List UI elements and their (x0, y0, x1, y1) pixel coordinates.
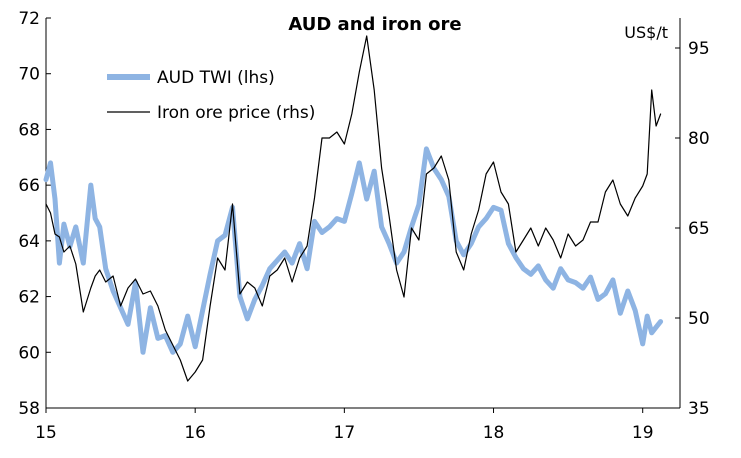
x-tick-label: 15 (35, 423, 57, 443)
x-tick-label: 19 (632, 423, 654, 443)
legend-label-aud-twi: AUD TWI (lhs) (157, 68, 275, 88)
series-lines (43, 35, 664, 382)
left-tick-label: 64 (18, 232, 40, 252)
chart-title: AUD and iron ore (288, 14, 461, 35)
axes (45, 17, 681, 413)
right-tick-label: 50 (688, 309, 710, 329)
tick-labels: 58 60 62 64 66 68 70 72 35 50 65 80 95 15 16 17 18 19 (18, 9, 709, 443)
right-tick-label: 65 (688, 219, 710, 239)
left-tick-label: 62 (18, 288, 40, 308)
left-tick-label: 72 (18, 9, 40, 29)
x-tick-label: 16 (184, 423, 206, 443)
legend-label-iron-ore: Iron ore price (rhs) (157, 103, 315, 123)
series-line-aud-twi (43, 146, 664, 355)
left-tick-label: 60 (18, 343, 40, 363)
right-tick-label: 35 (688, 399, 710, 419)
right-tick-label: 80 (688, 129, 710, 149)
legend: AUD TWI (lhs) Iron ore price (rhs) (107, 68, 315, 123)
series-line-iron-ore (45, 35, 662, 382)
x-tick-label: 17 (334, 423, 356, 443)
left-tick-label: 58 (18, 399, 40, 419)
left-tick-label: 68 (18, 120, 40, 140)
x-tick-label: 18 (483, 423, 505, 443)
left-tick-label: 66 (18, 176, 40, 196)
right-tick-label: 95 (688, 39, 710, 59)
right-axis-unit-label: US$/t (624, 23, 668, 42)
left-tick-label: 70 (18, 65, 40, 85)
